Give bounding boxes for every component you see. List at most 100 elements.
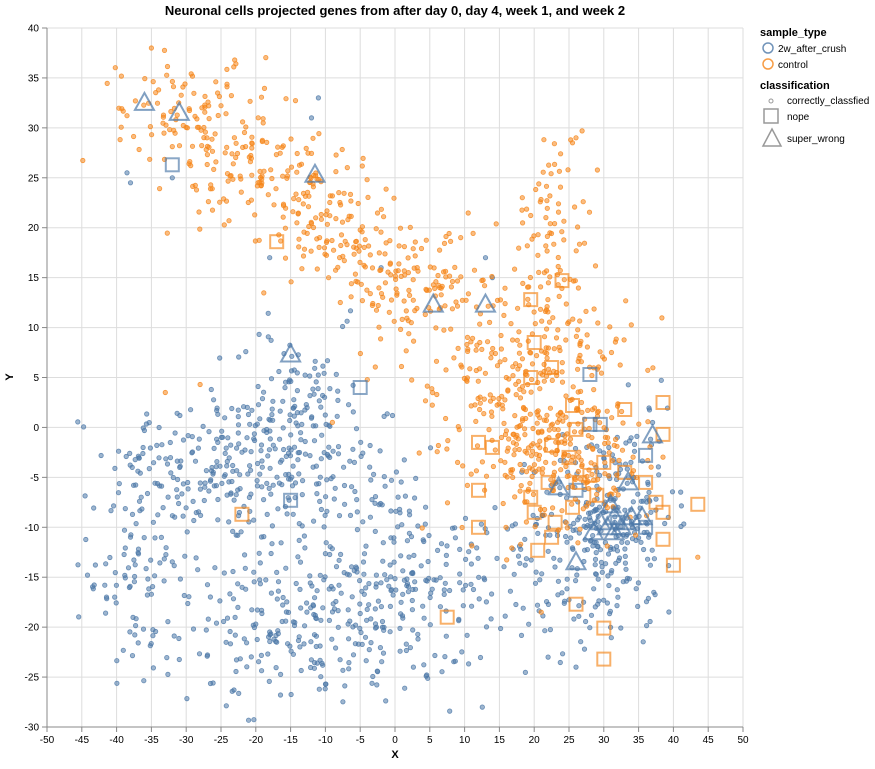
data-point (280, 602, 286, 608)
data-point (209, 207, 216, 213)
data-point (459, 524, 465, 531)
data-point (373, 307, 380, 313)
data-point (282, 384, 288, 391)
data-point (459, 649, 465, 655)
data-point (191, 517, 197, 524)
data-point (594, 491, 600, 497)
data-point (107, 554, 113, 561)
data-point (117, 137, 123, 143)
data-point (176, 500, 182, 507)
data-point (349, 594, 355, 600)
data-point (621, 337, 627, 343)
data-point (433, 325, 439, 331)
data-point (332, 267, 339, 273)
data-point (335, 607, 341, 614)
data-point (183, 124, 189, 131)
data-point (329, 546, 335, 552)
data-point (316, 235, 323, 241)
data-point (301, 623, 308, 629)
data-point (139, 506, 145, 512)
data-point (193, 555, 199, 561)
data-point (444, 500, 451, 506)
legend-shape-title: classification (760, 80, 830, 92)
data-point (561, 218, 567, 224)
data-point (177, 412, 183, 419)
nope-point (439, 609, 455, 625)
data-point (553, 335, 560, 341)
data-point (257, 174, 264, 181)
data-point (230, 568, 236, 575)
data-point (475, 555, 481, 561)
legend-shape-symbol-circle (768, 98, 774, 104)
data-point (210, 469, 216, 475)
data-point (543, 183, 550, 189)
data-point (492, 447, 498, 453)
data-point (615, 594, 621, 600)
nope-point (234, 506, 250, 522)
data-point (188, 71, 194, 77)
data-point (523, 556, 530, 562)
data-point (140, 626, 147, 632)
data-point (552, 564, 558, 570)
data-point (658, 377, 664, 383)
x-tick-label: 15 (494, 735, 506, 746)
data-point (630, 454, 636, 460)
data-point (537, 438, 543, 444)
data-point (537, 306, 544, 312)
data-point (593, 549, 599, 556)
data-point (102, 582, 108, 588)
data-point (356, 243, 362, 249)
data-point (368, 616, 374, 622)
data-point (612, 436, 619, 442)
data-point (337, 657, 343, 663)
data-point (243, 348, 249, 355)
data-point (235, 413, 241, 420)
data-point (83, 536, 89, 543)
data-point (289, 483, 296, 489)
data-point (246, 494, 252, 500)
data-point (156, 455, 162, 461)
data-point (406, 331, 412, 337)
data-point (382, 280, 388, 286)
x-tick-label: -10 (318, 735, 333, 746)
data-point (427, 622, 433, 628)
data-point (325, 275, 332, 281)
data-point (185, 432, 191, 439)
data-point (345, 636, 352, 642)
data-point (231, 135, 237, 141)
data-point (257, 416, 263, 422)
data-point (516, 245, 522, 251)
nope-point (589, 487, 605, 503)
data-point (474, 545, 480, 551)
data-point (319, 660, 325, 667)
data-point (324, 358, 331, 364)
data-point (576, 514, 582, 520)
nope-point (638, 447, 654, 463)
data-point (197, 480, 203, 486)
data-point (614, 587, 620, 593)
data-point (398, 363, 405, 370)
data-point (395, 494, 401, 500)
data-point (555, 254, 561, 261)
data-point (275, 588, 281, 594)
data-point (104, 80, 110, 87)
data-point (455, 423, 461, 430)
data-point (462, 515, 469, 522)
data-point (388, 508, 394, 514)
data-point (559, 379, 566, 385)
data-point (255, 659, 262, 665)
data-point (212, 131, 218, 137)
data-point (317, 474, 323, 480)
data-point (225, 435, 231, 441)
nope-point (283, 492, 299, 508)
nope-point (352, 380, 368, 395)
data-point (557, 484, 563, 491)
data-point (146, 586, 152, 592)
data-point (409, 377, 415, 383)
data-point (466, 549, 472, 555)
data-point (369, 680, 375, 686)
data-point (421, 662, 427, 668)
data-point (227, 591, 233, 597)
data-point (221, 618, 227, 625)
